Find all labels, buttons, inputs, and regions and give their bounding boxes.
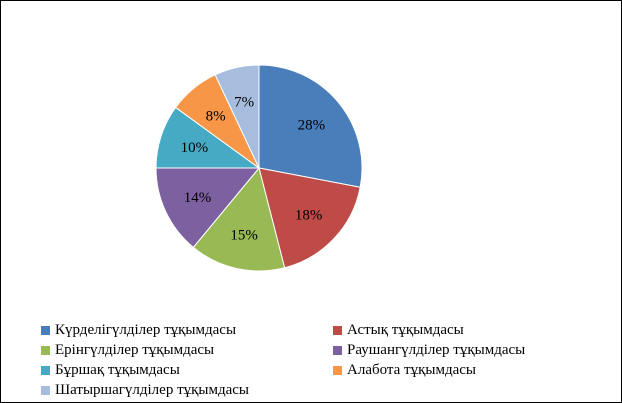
legend-swatch bbox=[41, 385, 50, 395]
pie-labels: 28% 18% 15% 14% 10% 8% 7% bbox=[181, 95, 326, 244]
legend-swatch bbox=[41, 365, 50, 375]
legend-item: Күрделігүлділер тұқымдасы bbox=[41, 320, 333, 340]
legend-swatch bbox=[333, 365, 342, 375]
legend-swatch bbox=[333, 325, 342, 335]
legend-label: Раушангүлділер тұқымдасы bbox=[347, 341, 526, 358]
pie-slice bbox=[258, 64, 363, 188]
slice-percent-label: 10% bbox=[181, 140, 209, 156]
legend-item: Бұршақ тұқымдасы bbox=[41, 360, 333, 380]
legend-label: Шатыршагүлділер тұқымдасы bbox=[55, 381, 250, 398]
legend-swatch bbox=[41, 325, 50, 335]
legend-label: Алабота тұқымдасы bbox=[347, 361, 476, 378]
legend-item: Шатыршагүлділер тұқымдасы bbox=[41, 380, 333, 400]
slice-percent-label: 15% bbox=[230, 227, 258, 243]
legend-label: Ерінгүлділер тұқымдасы bbox=[55, 341, 215, 358]
legend-item: Ерінгүлділер тұқымдасы bbox=[41, 340, 333, 360]
slice-percent-label: 7% bbox=[234, 95, 254, 111]
slice-percent-label: 18% bbox=[295, 208, 323, 224]
legend-item: Раушангүлділер тұқымдасы bbox=[333, 340, 601, 360]
slice-percent-label: 28% bbox=[298, 118, 326, 134]
legend-label: Күрделігүлділер тұқымдасы bbox=[55, 321, 237, 338]
legend-label: Бұршақ тұқымдасы bbox=[55, 361, 180, 378]
legend-swatch bbox=[333, 345, 342, 355]
pie-slices bbox=[155, 64, 363, 272]
pie-slice bbox=[192, 166, 286, 272]
pie-slice bbox=[258, 167, 361, 269]
slice-percent-label: 14% bbox=[184, 190, 212, 206]
legend-label: Астық тұқымдасы bbox=[347, 321, 464, 338]
legend-swatch bbox=[41, 345, 50, 355]
chart-legend: Күрделігүлділер тұқымдасы Астық тұқымдасы… bbox=[41, 320, 601, 400]
legend-item: Астық тұқымдасы bbox=[333, 320, 601, 340]
legend-item: Алабота тұқымдасы bbox=[333, 360, 601, 380]
slice-percent-label: 8% bbox=[206, 109, 226, 125]
pie-slice bbox=[214, 64, 260, 169]
pie-slice bbox=[155, 167, 261, 249]
